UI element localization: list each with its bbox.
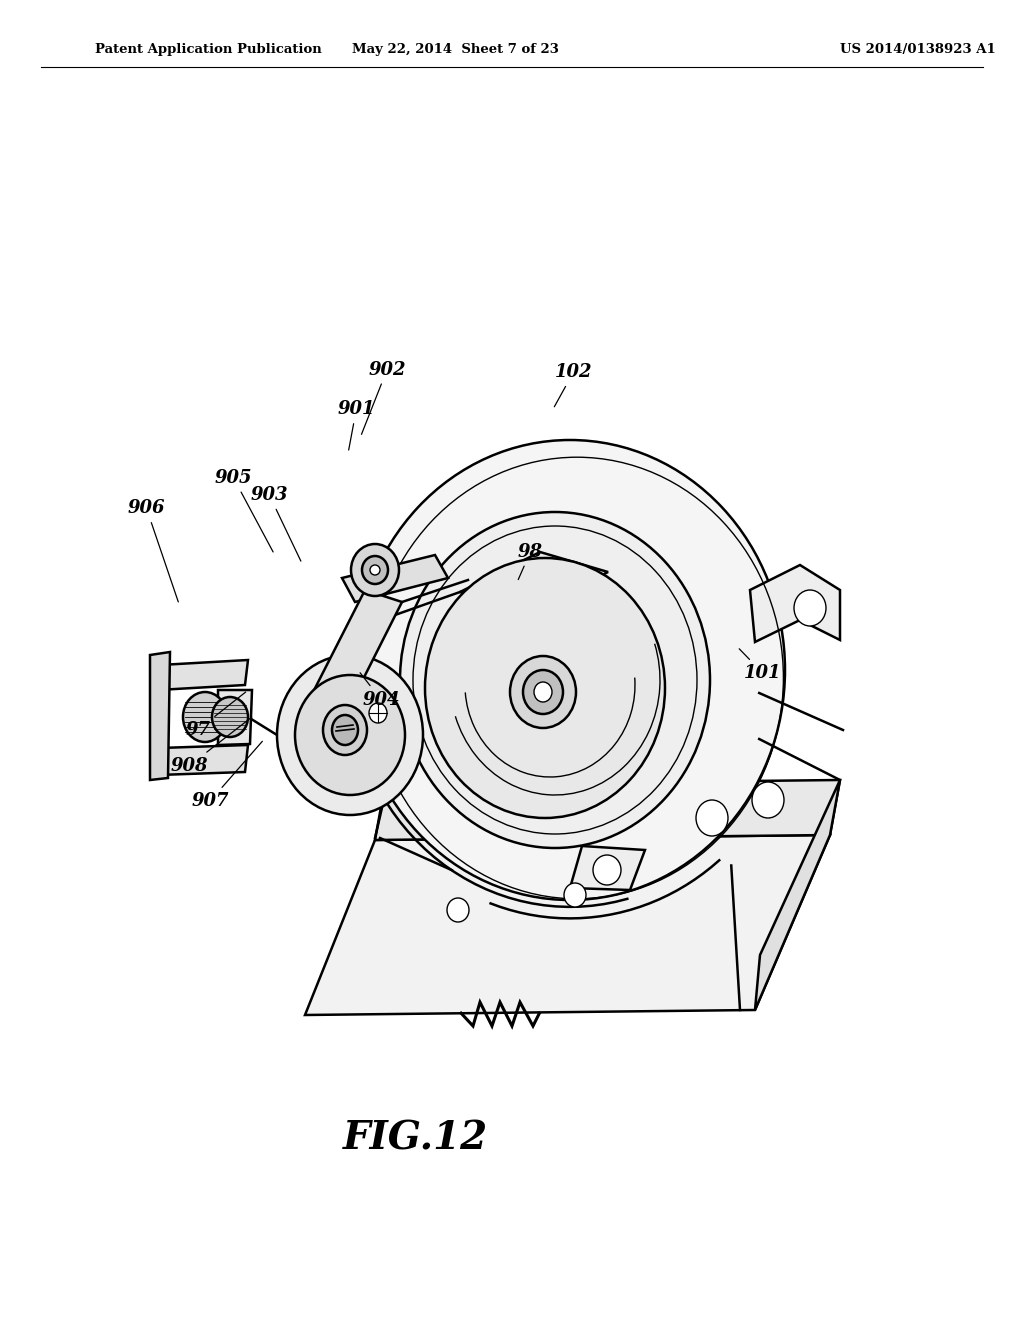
Text: 906: 906	[128, 499, 178, 602]
Polygon shape	[570, 846, 645, 890]
Ellipse shape	[534, 682, 552, 702]
Ellipse shape	[323, 705, 367, 755]
Text: 903: 903	[251, 486, 301, 561]
Ellipse shape	[564, 883, 586, 907]
Text: 904: 904	[360, 673, 399, 709]
Polygon shape	[218, 690, 252, 744]
Text: FIG.12: FIG.12	[342, 1119, 487, 1158]
Ellipse shape	[362, 556, 388, 583]
Ellipse shape	[593, 855, 621, 884]
Polygon shape	[342, 554, 449, 602]
Text: 101: 101	[739, 649, 781, 682]
Polygon shape	[150, 652, 170, 780]
Text: 102: 102	[554, 363, 592, 407]
Text: 97: 97	[185, 692, 246, 739]
Polygon shape	[375, 780, 840, 840]
Ellipse shape	[278, 655, 423, 814]
Ellipse shape	[447, 898, 469, 921]
Text: 908: 908	[171, 717, 252, 775]
Text: 905: 905	[215, 469, 273, 552]
Ellipse shape	[523, 671, 563, 714]
Text: May 22, 2014  Sheet 7 of 23: May 22, 2014 Sheet 7 of 23	[351, 44, 558, 57]
Ellipse shape	[370, 565, 380, 576]
Ellipse shape	[351, 544, 399, 597]
Text: 902: 902	[361, 360, 406, 434]
Ellipse shape	[752, 781, 784, 818]
Ellipse shape	[696, 800, 728, 836]
Polygon shape	[308, 702, 348, 741]
Ellipse shape	[400, 512, 710, 847]
Text: 98: 98	[518, 543, 543, 579]
Polygon shape	[755, 780, 840, 1010]
Text: 907: 907	[191, 742, 262, 810]
Polygon shape	[308, 590, 402, 715]
Polygon shape	[158, 744, 248, 775]
Ellipse shape	[212, 697, 248, 737]
Polygon shape	[460, 552, 608, 614]
Ellipse shape	[794, 590, 826, 626]
Polygon shape	[305, 836, 830, 1015]
Ellipse shape	[510, 656, 575, 729]
Ellipse shape	[183, 692, 227, 742]
Ellipse shape	[295, 675, 406, 795]
Text: 901: 901	[338, 400, 375, 450]
Ellipse shape	[332, 715, 358, 744]
Polygon shape	[158, 660, 248, 690]
Text: Patent Application Publication: Patent Application Publication	[95, 44, 322, 57]
Ellipse shape	[355, 440, 785, 900]
Ellipse shape	[369, 704, 387, 723]
Polygon shape	[750, 565, 840, 642]
Text: US 2014/0138923 A1: US 2014/0138923 A1	[840, 44, 995, 57]
Ellipse shape	[425, 558, 665, 818]
